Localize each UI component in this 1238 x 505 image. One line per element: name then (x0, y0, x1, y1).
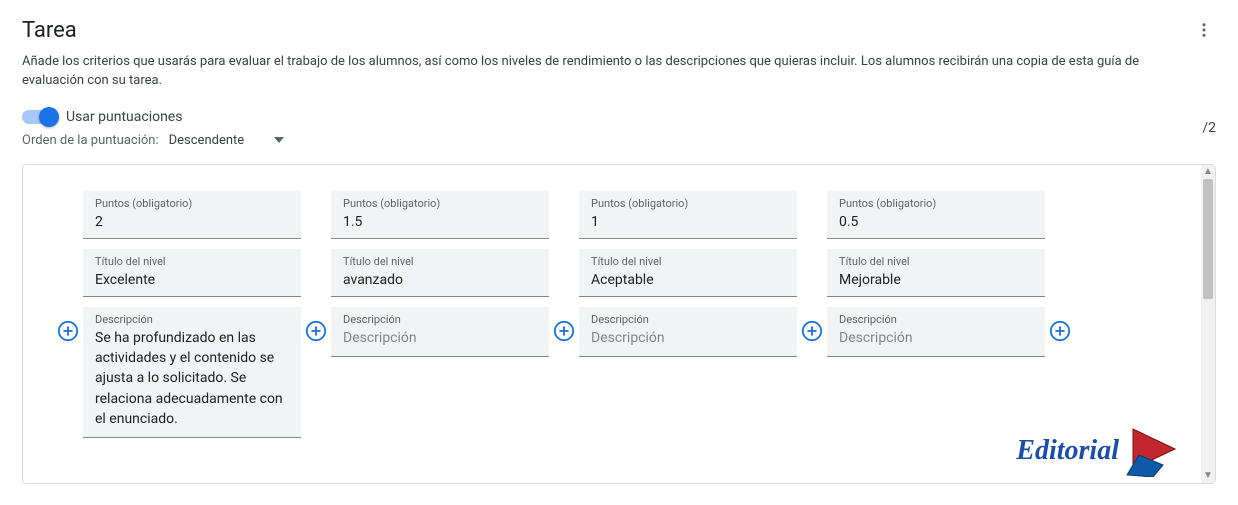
score-order-value: Descendente (169, 133, 245, 148)
page-description: Añade los criterios que usarás para eval… (22, 53, 1202, 91)
total-points: /2 (1202, 120, 1216, 136)
description-input[interactable]: Descripción (591, 328, 785, 348)
use-scores-label: Usar puntuaciones (66, 109, 182, 125)
points-input[interactable] (839, 212, 1033, 232)
score-order-label: Orden de la puntuación: (22, 133, 159, 148)
toggle-knob (39, 107, 59, 127)
points-label: Puntos (obligatorio) (839, 197, 1033, 210)
description-label: Descripción (839, 313, 1033, 326)
description-input[interactable]: Se ha profundizado en las actividades y … (95, 328, 289, 429)
add-level-button[interactable] (800, 319, 824, 343)
scrollbar-thumb[interactable] (1203, 179, 1213, 299)
score-order-select[interactable]: Descendente (169, 133, 285, 148)
points-label: Puntos (obligatorio) (591, 197, 785, 210)
vertical-scrollbar[interactable]: ▲ ▼ (1201, 165, 1215, 483)
level-title-label: Título del nivel (95, 255, 289, 268)
level-card: Puntos (obligatorio) Título del nivel Desc… (579, 191, 797, 357)
scroll-up-arrow[interactable]: ▲ (1203, 167, 1213, 177)
level-title-label: Título del nivel (343, 255, 537, 268)
add-level-button[interactable] (552, 319, 576, 343)
add-level-button[interactable] (304, 319, 328, 343)
page-title: Tarea (22, 18, 77, 43)
level-card: Puntos (obligatorio) Título del nivel Desc… (83, 191, 301, 438)
points-input[interactable] (343, 212, 537, 232)
add-level-button[interactable] (1048, 319, 1072, 343)
description-label: Descripción (95, 313, 289, 326)
points-input[interactable] (591, 212, 785, 232)
points-label: Puntos (obligatorio) (343, 197, 537, 210)
add-level-button[interactable] (56, 319, 80, 343)
scroll-down-arrow[interactable]: ▼ (1203, 471, 1213, 481)
level-title-label: Título del nivel (591, 255, 785, 268)
level-card: Puntos (obligatorio) Título del nivel Desc… (331, 191, 549, 357)
more-options-icon[interactable] (1192, 18, 1216, 42)
level-title-input[interactable] (343, 270, 537, 290)
level-card: Puntos (obligatorio) Título del nivel Desc… (827, 191, 1045, 357)
description-label: Descripción (343, 313, 537, 326)
description-input[interactable]: Descripción (839, 328, 1033, 348)
level-title-input[interactable] (839, 270, 1033, 290)
level-title-label: Título del nivel (839, 255, 1033, 268)
level-title-input[interactable] (591, 270, 785, 290)
level-title-input[interactable] (95, 270, 289, 290)
points-input[interactable] (95, 212, 289, 232)
description-input[interactable]: Descripción (343, 328, 537, 348)
points-label: Puntos (obligatorio) (95, 197, 289, 210)
use-scores-toggle[interactable] (22, 110, 56, 124)
rubric-panel: Puntos (obligatorio) Título del nivel Desc… (22, 164, 1216, 484)
chevron-down-icon (274, 137, 284, 143)
description-label: Descripción (591, 313, 785, 326)
